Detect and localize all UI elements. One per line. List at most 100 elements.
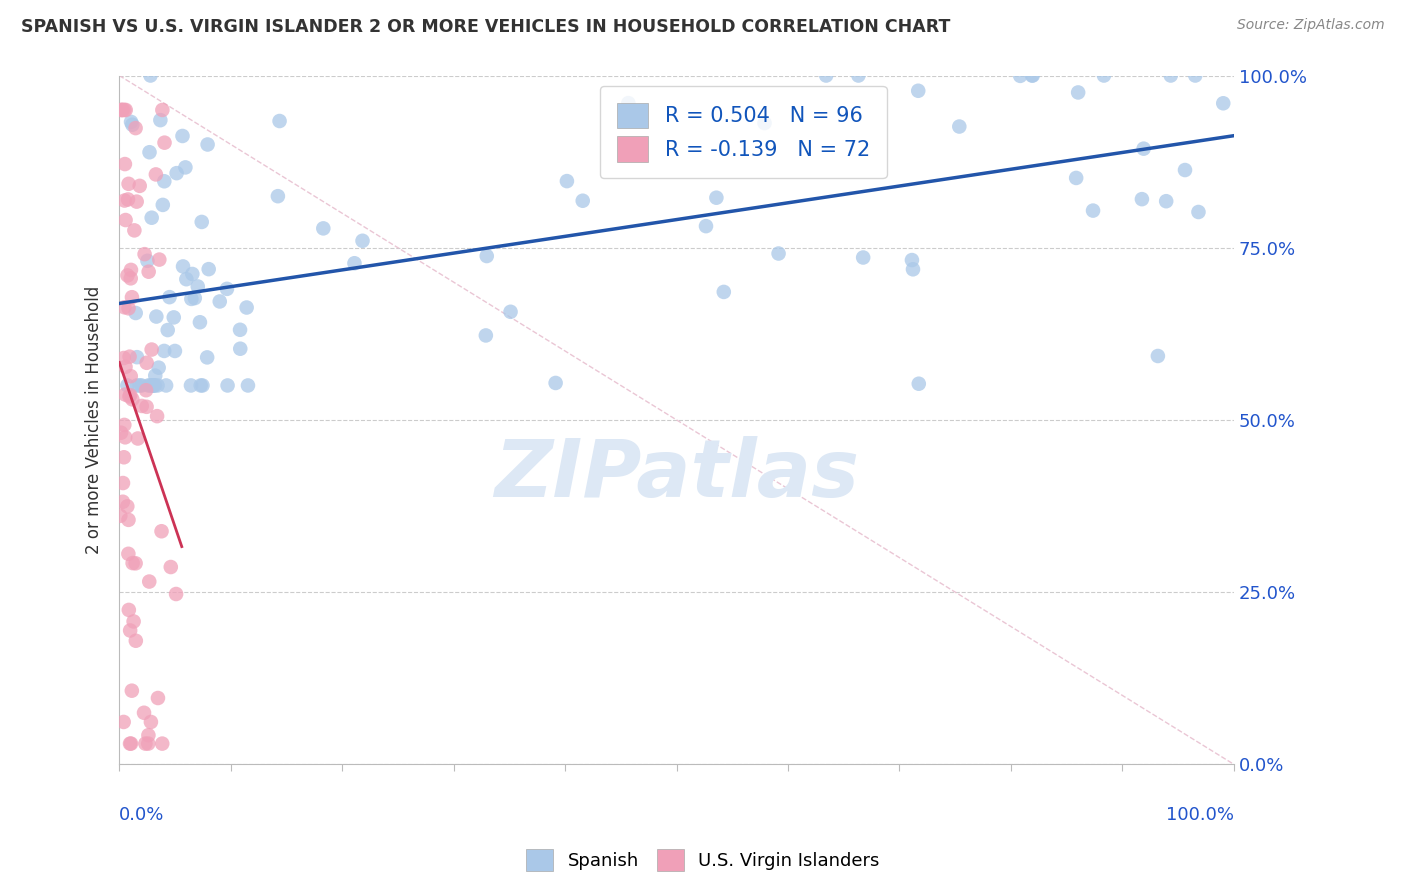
- Point: [125, 633, 148, 648]
- Point: [138, 145, 160, 160]
- Point: [1092, 69, 1115, 83]
- Point: [229, 323, 252, 337]
- Point: [1022, 69, 1045, 83]
- Point: [229, 342, 252, 356]
- Point: [172, 260, 194, 274]
- Point: [907, 376, 929, 391]
- Point: [121, 683, 143, 698]
- Point: [195, 351, 218, 365]
- Point: [1021, 69, 1043, 83]
- Point: [128, 178, 150, 193]
- Point: [153, 136, 176, 150]
- Point: [852, 251, 875, 265]
- Point: [184, 291, 207, 305]
- Point: [142, 378, 165, 392]
- Point: [1010, 69, 1032, 83]
- Point: [152, 198, 174, 212]
- Point: [117, 301, 139, 316]
- Point: [1212, 96, 1234, 111]
- Point: [499, 305, 522, 319]
- Point: [118, 350, 141, 364]
- Point: [135, 400, 157, 414]
- Point: [136, 253, 159, 268]
- Point: [143, 378, 166, 392]
- Point: [120, 624, 142, 638]
- Point: [1064, 170, 1087, 185]
- Point: [163, 343, 186, 358]
- Point: [148, 360, 170, 375]
- Point: [124, 223, 146, 237]
- Point: [120, 271, 142, 285]
- Point: [121, 290, 143, 304]
- Point: [156, 323, 179, 337]
- Point: [117, 268, 139, 283]
- Point: [120, 737, 142, 751]
- Text: ZIPatlas: ZIPatlas: [494, 436, 859, 514]
- Point: [120, 388, 142, 402]
- Point: [124, 557, 146, 571]
- Point: [117, 378, 139, 392]
- Point: [114, 387, 136, 401]
- Point: [111, 103, 134, 117]
- Point: [112, 714, 135, 729]
- Point: [134, 247, 156, 261]
- Point: [124, 121, 146, 136]
- Point: [143, 368, 166, 383]
- Text: 100.0%: 100.0%: [1166, 805, 1234, 823]
- Point: [110, 103, 132, 117]
- Point: [176, 272, 198, 286]
- Point: [544, 376, 567, 390]
- Point: [150, 524, 173, 539]
- Point: [135, 356, 157, 370]
- Point: [114, 103, 136, 117]
- Point: [138, 378, 160, 392]
- Point: [1187, 205, 1209, 219]
- Point: [114, 359, 136, 374]
- Point: [208, 294, 231, 309]
- Point: [617, 96, 640, 111]
- Point: [141, 378, 163, 392]
- Point: [475, 249, 498, 263]
- Point: [159, 560, 181, 574]
- Point: [146, 409, 169, 424]
- Point: [121, 556, 143, 570]
- Point: [121, 118, 143, 132]
- Point: [139, 378, 162, 392]
- Point: [146, 378, 169, 392]
- Point: [172, 128, 194, 143]
- Point: [312, 221, 335, 235]
- Point: [901, 253, 924, 268]
- Point: [901, 262, 924, 277]
- Point: [138, 574, 160, 589]
- Point: [1132, 142, 1154, 156]
- Point: [768, 246, 790, 260]
- Point: [141, 343, 163, 357]
- Point: [112, 351, 135, 365]
- Point: [112, 103, 135, 117]
- Point: [475, 328, 498, 343]
- Point: [190, 378, 212, 392]
- Point: [127, 432, 149, 446]
- Point: [132, 706, 155, 720]
- Point: [122, 615, 145, 629]
- Point: [117, 513, 139, 527]
- Point: [112, 417, 135, 432]
- Point: [139, 69, 162, 83]
- Point: [120, 263, 142, 277]
- Point: [120, 369, 142, 384]
- Point: [1160, 69, 1182, 83]
- Point: [1130, 192, 1153, 206]
- Point: [217, 378, 239, 392]
- Point: [706, 191, 728, 205]
- Point: [117, 500, 139, 514]
- Point: [159, 290, 181, 304]
- Point: [110, 425, 132, 440]
- Point: [1067, 86, 1090, 100]
- Point: [114, 300, 136, 314]
- Legend: Spanish, U.S. Virgin Islanders: Spanish, U.S. Virgin Islanders: [519, 842, 887, 879]
- Point: [142, 378, 165, 392]
- Point: [343, 256, 366, 270]
- Point: [148, 252, 170, 267]
- Point: [1174, 163, 1197, 178]
- Point: [121, 392, 143, 407]
